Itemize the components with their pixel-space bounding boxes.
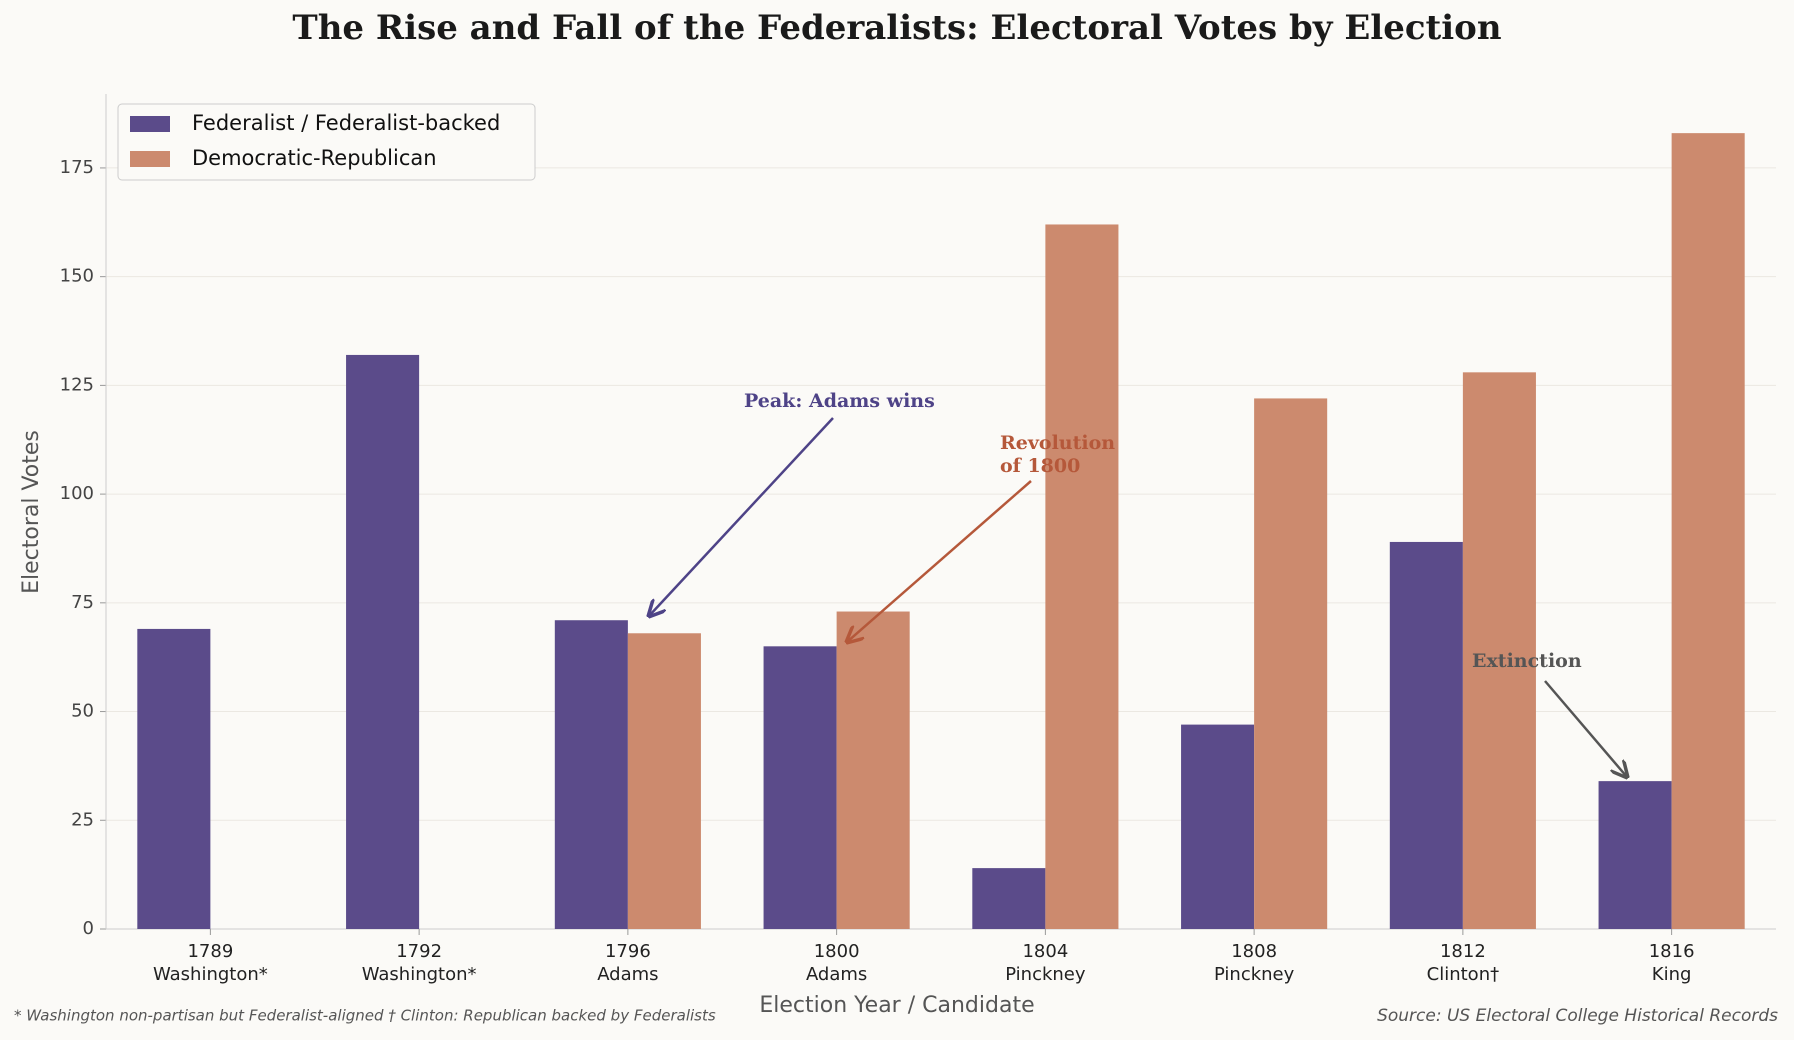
bar	[972, 868, 1046, 929]
bar	[1598, 781, 1672, 929]
y-tick-label: 100	[60, 483, 94, 504]
y-tick-label: 25	[71, 809, 94, 830]
y-tick-label: 125	[60, 374, 94, 395]
legend-label: Democratic-Republican	[192, 146, 437, 170]
y-axis-label: Electoral Votes	[19, 430, 44, 594]
chart-title: The Rise and Fall of the Federalists: El…	[292, 8, 1501, 48]
x-tick-label: Pinckney	[1214, 964, 1295, 985]
footnote: * Washington non-partisan but Federalist…	[14, 1007, 716, 1025]
x-tick-label: 1789	[187, 941, 233, 962]
legend-swatch	[130, 151, 170, 167]
annotation: Revolution	[1000, 432, 1115, 454]
bar	[346, 354, 420, 929]
x-tick-label: 1796	[605, 941, 651, 962]
y-tick-label: 0	[83, 918, 94, 939]
legend-label: Federalist / Federalist-backed	[192, 111, 500, 135]
arrow	[649, 417, 834, 616]
bar	[1671, 133, 1745, 929]
x-axis-label: Election Year / Candidate	[759, 993, 1034, 1018]
x-tick-label: 1816	[1649, 941, 1695, 962]
y-tick-label: 175	[60, 157, 94, 178]
bar	[1045, 224, 1119, 929]
source: Source: US Electoral College Historical …	[1377, 1006, 1778, 1026]
x-tick-label: 1792	[396, 941, 442, 962]
x-tick-label: 1800	[814, 941, 860, 962]
bar	[1462, 372, 1536, 929]
x-tick-label: 1804	[1022, 941, 1068, 962]
plot-area: 02550751001251501751789Washington*1792Wa…	[60, 94, 1776, 985]
x-tick-label: Adams	[597, 964, 658, 985]
bar	[1181, 724, 1255, 929]
legend-box	[117, 103, 536, 181]
bar	[627, 633, 701, 929]
x-tick-label: Washington*	[153, 964, 268, 985]
x-tick-label: 1812	[1440, 941, 1486, 962]
bar	[137, 628, 211, 929]
bar	[1254, 398, 1328, 929]
bar	[763, 646, 837, 929]
annotation: of 1800	[1000, 455, 1080, 477]
bar	[836, 611, 910, 929]
x-tick-label: Clinton†	[1427, 964, 1499, 985]
x-tick-label: Adams	[806, 964, 867, 985]
annotation: Peak: Adams wins	[744, 390, 935, 412]
legend-swatch	[130, 116, 170, 132]
x-tick-label: Pinckney	[1005, 964, 1086, 985]
y-tick-label: 75	[71, 592, 94, 613]
bar	[1389, 541, 1463, 929]
x-tick-label: Washington*	[362, 964, 477, 985]
y-tick-label: 50	[71, 701, 94, 722]
x-tick-label: King	[1652, 964, 1692, 985]
y-tick-label: 150	[60, 266, 94, 287]
annotation: Extinction	[1472, 650, 1582, 672]
legend: Federalist / Federalist-backed Democratic…	[117, 103, 536, 181]
bar	[554, 620, 628, 929]
arrow	[1544, 680, 1627, 777]
x-tick-label: 1808	[1231, 941, 1277, 962]
arrow	[847, 480, 1032, 642]
